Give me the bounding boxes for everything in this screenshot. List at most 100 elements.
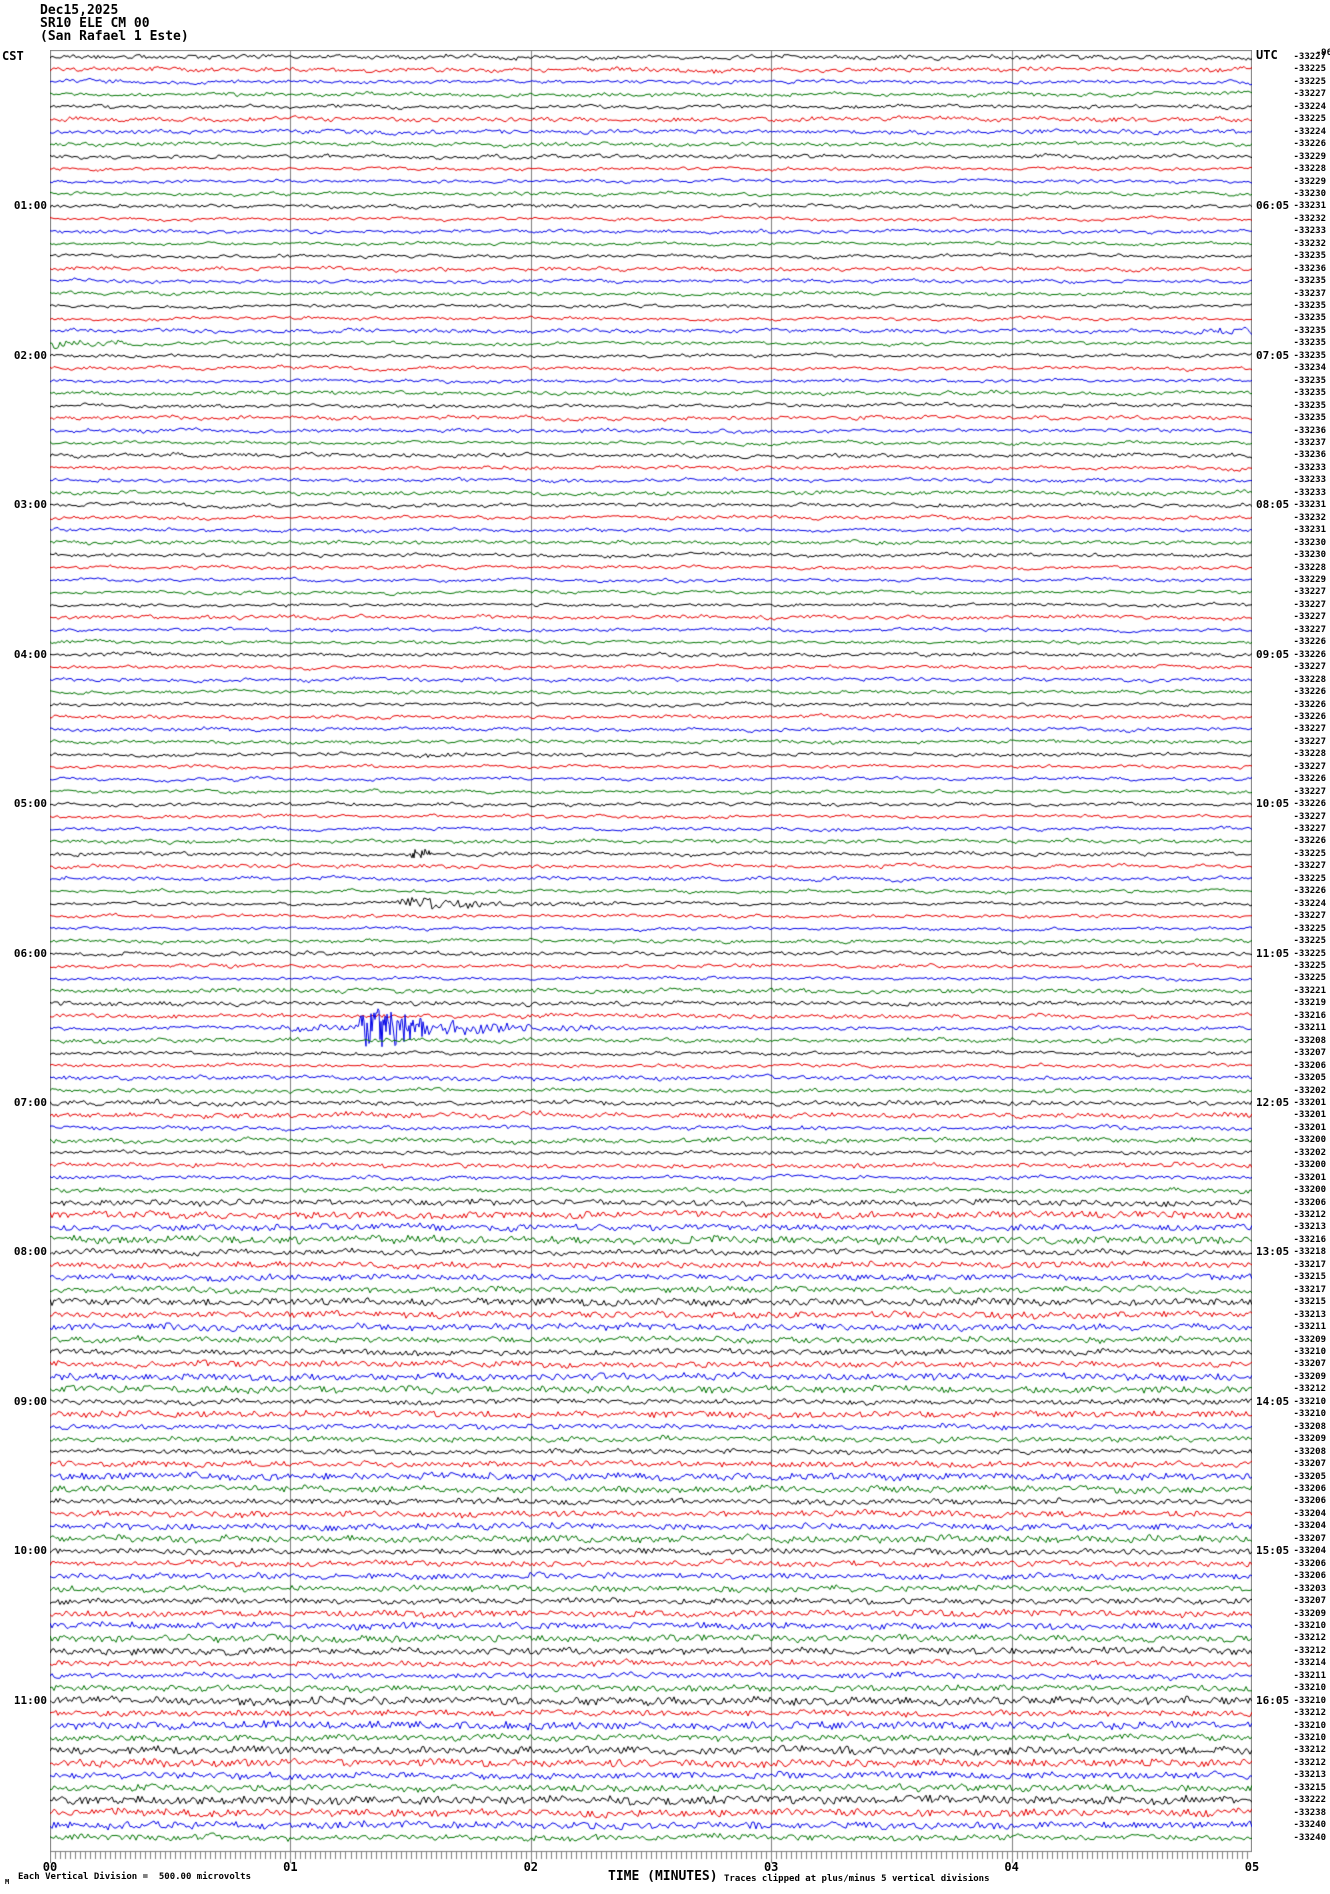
trace-offset-value: -33235 <box>1293 338 1326 349</box>
trace-offset-value: -33227 <box>1293 662 1326 673</box>
trace-offset-value: -33240 <box>1293 1820 1326 1831</box>
trace-offset-value: -33210 <box>1293 1720 1326 1731</box>
trace-offset-value: -33227 <box>1293 52 1326 62</box>
trace-offset-value: -33225 <box>1293 973 1326 984</box>
trace-offset-value: -33229 <box>1293 574 1326 585</box>
trace-offset-value: -33235 <box>1293 388 1326 399</box>
trace-offset-value: -33235 <box>1293 313 1326 324</box>
trace-offset-value: -33204 <box>1293 1521 1326 1532</box>
trace-offset-value: -33208 <box>1293 1446 1326 1457</box>
trace-offset-value: -33235 <box>1293 301 1326 312</box>
trace-offset-value: -33212 <box>1293 1757 1326 1768</box>
trace-offset-value: -33225 <box>1293 923 1326 934</box>
record-date: Dec15,2025 <box>40 3 119 18</box>
trace-offset-value: -33211 <box>1293 1670 1326 1681</box>
trace-offset-value: -33240 <box>1293 1832 1326 1843</box>
cst-hour-label: 08:00 <box>13 1245 47 1259</box>
utc-hour-label: 06:05 <box>1256 199 1290 213</box>
cst-hour-label: 04:00 <box>13 647 47 661</box>
trace-offset-value: -33227 <box>1293 824 1326 835</box>
utc-hour-label: 11:05 <box>1256 946 1290 960</box>
trace-offset-value: -33224 <box>1293 101 1326 112</box>
clipping-note: Traces clipped at plus/minus 5 vertical … <box>724 1874 990 1884</box>
cst-hour-label: 07:00 <box>13 1095 47 1109</box>
trace-offset-value: -33229 <box>1293 151 1326 162</box>
x-axis-tick-label: 01 <box>283 1860 298 1874</box>
cst-hour-label: 06:00 <box>13 946 47 960</box>
utc-hour-label: 12:05 <box>1256 1095 1290 1109</box>
vertical-scale-note: Each Vertical Division = 500.00 microvol… <box>18 1872 251 1882</box>
x-axis-tick-label: 04 <box>1004 1860 1019 1874</box>
trace-offset-value: -33201 <box>1293 1097 1326 1108</box>
trace-offset-value: -33210 <box>1293 1695 1326 1706</box>
trace-offset-value: -33219 <box>1293 998 1326 1009</box>
trace-offset-value: -33226 <box>1293 687 1326 698</box>
trace-offset-value: -33235 <box>1293 325 1326 336</box>
trace-offset-value: -33226 <box>1293 799 1326 810</box>
trace-offset-value: -33216 <box>1293 1010 1326 1021</box>
x-axis-title: TIME (MINUTES) <box>608 1869 718 1884</box>
trace-offset-value: -33231 <box>1293 500 1326 511</box>
trace-offset-value: -33217 <box>1293 1284 1326 1295</box>
x-axis-tick-label: 00 <box>42 1860 58 1874</box>
trace-offset-value: -33227 <box>1293 587 1326 598</box>
x-axis-tick-label: 05 <box>1244 1860 1260 1874</box>
trace-offset-value: -33201 <box>1293 1122 1326 1133</box>
trace-offset-value: -33206 <box>1293 1483 1326 1494</box>
trace-offset-value: -33225 <box>1293 114 1326 125</box>
trace-offset-value: -33205 <box>1293 1471 1326 1482</box>
trace-offset-value: -33236 <box>1293 450 1326 461</box>
trace-offset-value: -33235 <box>1293 276 1326 287</box>
trace-offset-value: -33235 <box>1293 350 1326 361</box>
trace-offset-value: -33210 <box>1293 1733 1326 1744</box>
trace-offset-value: -33235 <box>1293 400 1326 411</box>
trace-offset-value: -33202 <box>1293 1085 1326 1096</box>
cst-hour-label: 05:00 <box>13 797 47 811</box>
x-axis-tick-label: 02 <box>523 1860 539 1874</box>
right-timezone-label: UTC <box>1256 48 1278 62</box>
cst-hour-label: 10:00 <box>13 1544 47 1558</box>
trace-offset-value: -33225 <box>1293 64 1326 75</box>
trace-offset-value: -33230 <box>1293 188 1326 199</box>
trace-offset-value: -33206 <box>1293 1571 1326 1582</box>
trace-offset-value: -33210 <box>1293 1396 1326 1407</box>
x-axis-tick-label: 03 <box>763 1860 779 1874</box>
trace-offset-value: -33238 <box>1293 1807 1326 1818</box>
trace-offset-value: -33227 <box>1293 599 1326 610</box>
utc-hour-label: 09:05 <box>1256 647 1290 661</box>
trace-offset-value: -33206 <box>1293 1197 1326 1208</box>
trace-offset-value: -33232 <box>1293 213 1326 224</box>
trace-offset-value: -33204 <box>1293 1546 1326 1557</box>
trace-offset-value: -33230 <box>1293 537 1326 548</box>
trace-offset-value: -33211 <box>1293 1322 1326 1333</box>
trace-offset-value: -33208 <box>1293 1421 1326 1432</box>
trace-offset-value: -33210 <box>1293 1347 1326 1357</box>
trace-offset-value: -33236 <box>1293 425 1326 436</box>
trace-offset-value: -33224 <box>1293 898 1326 909</box>
trace-offset-value: -33230 <box>1293 550 1326 561</box>
trace-offset-value: -33227 <box>1293 612 1326 623</box>
trace-offset-value: -33218 <box>1293 1247 1326 1258</box>
trace-offset-value: -33227 <box>1293 761 1326 772</box>
trace-offset-value: -33222 <box>1293 1795 1326 1806</box>
trace-offset-value: -33221 <box>1293 985 1326 996</box>
trace-offset-value: -33207 <box>1293 1459 1326 1470</box>
trace-offset-value: -33226 <box>1293 774 1326 785</box>
utc-hour-label: 15:05 <box>1256 1544 1290 1558</box>
trace-offset-value: -33227 <box>1293 786 1326 797</box>
trace-offset-value: -33225 <box>1293 936 1326 947</box>
trace-offset-value: -33226 <box>1293 139 1326 150</box>
trace-offset-value: -33233 <box>1293 475 1326 486</box>
trace-offset-value: -33226 <box>1293 711 1326 722</box>
trace-offset-value: -33200 <box>1293 1185 1326 1196</box>
trace-offset-value: -33227 <box>1293 811 1326 822</box>
trace-offset-value: -33227 <box>1293 89 1326 100</box>
left-timezone-label: CST <box>2 49 24 63</box>
trace-offset-value: -33231 <box>1293 201 1326 212</box>
trace-offset-value: -33225 <box>1293 960 1326 971</box>
trace-offset-value: -33233 <box>1293 462 1326 473</box>
trace-offset-value: -33236 <box>1293 263 1326 274</box>
cst-hour-label: 02:00 <box>13 348 47 362</box>
utc-hour-label: 08:05 <box>1256 498 1290 512</box>
